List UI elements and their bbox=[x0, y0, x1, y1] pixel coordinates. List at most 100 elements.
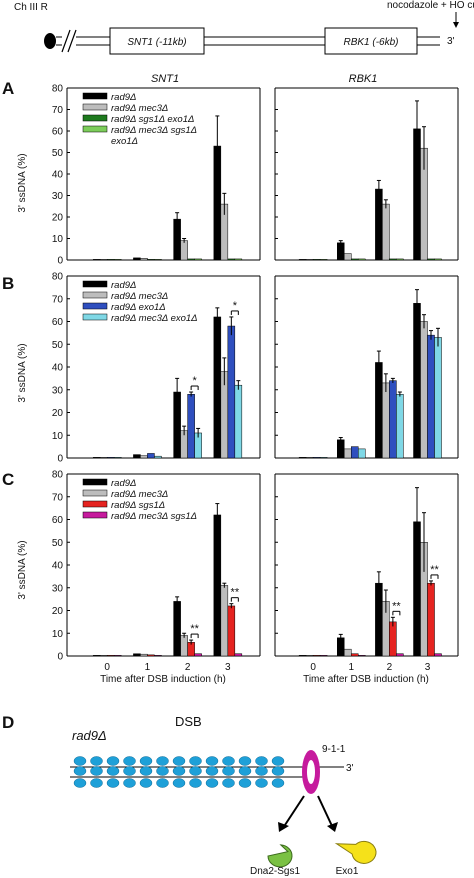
bar bbox=[298, 655, 307, 657]
nucleosome-bead bbox=[238, 778, 252, 788]
legend-swatch bbox=[82, 511, 108, 519]
bar bbox=[133, 653, 141, 657]
panel-letter-a: A bbox=[2, 79, 14, 98]
y-axis-label-b: 3' ssDNA (%) bbox=[17, 343, 28, 402]
bar bbox=[194, 258, 202, 261]
bar bbox=[319, 259, 328, 261]
bar bbox=[194, 653, 202, 657]
gene-label-snt1: SNT1 (-11kb) bbox=[127, 37, 186, 48]
treatment-arrowhead bbox=[453, 22, 459, 28]
bar bbox=[106, 457, 115, 459]
legend-swatch bbox=[82, 280, 108, 288]
nucleosome-array bbox=[73, 756, 285, 788]
chart-a-rbk1 bbox=[274, 87, 459, 261]
bar bbox=[298, 457, 307, 459]
bar bbox=[227, 325, 236, 459]
bar bbox=[351, 653, 359, 657]
locus-schematic: Ch III R nocodazole + HO cut SNT1 (-11kb… bbox=[14, 0, 474, 55]
significance-label: * bbox=[192, 375, 197, 387]
nucleosome-bead bbox=[205, 778, 219, 788]
legend-label: rad9Δ mec3Δ bbox=[111, 291, 168, 302]
bar bbox=[106, 655, 115, 657]
bar bbox=[337, 242, 345, 261]
bar bbox=[337, 439, 345, 459]
significance-label: ** bbox=[392, 600, 401, 612]
y-tick-label: 50 bbox=[52, 148, 64, 159]
nucleosome-bead bbox=[123, 778, 136, 788]
significance-label: * bbox=[233, 300, 238, 312]
legend-label: rad9Δ mec3Δ bbox=[111, 489, 168, 500]
chromosome-label: Ch III R bbox=[14, 2, 48, 13]
x-tick-label: 2 bbox=[185, 662, 191, 673]
y-tick-label: 80 bbox=[52, 84, 64, 95]
bar bbox=[180, 240, 188, 261]
bar bbox=[234, 258, 243, 261]
nucleosome-bead bbox=[271, 756, 285, 766]
chart-c-rbk1: 0 1 2 3 ** ** bbox=[274, 473, 459, 673]
y-tick-label: 0 bbox=[57, 652, 63, 663]
dna2-sgs1-label: Dna2-Sgs1 bbox=[250, 866, 300, 877]
bar bbox=[427, 582, 435, 657]
legend-label: rad9Δ exo1Δ bbox=[111, 302, 166, 313]
nucleosome-bead bbox=[123, 756, 136, 766]
bar bbox=[234, 384, 243, 459]
y-tick-label: 50 bbox=[52, 340, 64, 351]
gene-box-rbk1 bbox=[324, 27, 418, 55]
gene-box-snt1 bbox=[109, 27, 205, 55]
ssdna-end-label: 3' bbox=[346, 763, 354, 774]
bar bbox=[140, 455, 148, 459]
nucleosome-bead bbox=[205, 766, 219, 776]
bar bbox=[92, 259, 101, 261]
panel-letter-d: D bbox=[2, 713, 14, 732]
nucleosome-bead bbox=[255, 756, 268, 766]
dsb-label: DSB bbox=[175, 714, 202, 729]
nucleosome-bead bbox=[238, 766, 252, 776]
y-tick-label: 30 bbox=[52, 191, 64, 202]
legend-label: rad9Δ mec3Δ exo1Δ bbox=[111, 313, 198, 324]
nucleosome-bead bbox=[172, 766, 186, 776]
nucleosome-bead bbox=[238, 756, 252, 766]
nucleosome-bead bbox=[90, 778, 103, 788]
exo1-icon bbox=[334, 840, 377, 864]
bar bbox=[173, 601, 181, 657]
bar bbox=[319, 457, 328, 459]
bar bbox=[396, 653, 404, 657]
bar bbox=[434, 337, 442, 459]
bar bbox=[344, 253, 352, 261]
nucleosome-bead bbox=[106, 778, 120, 788]
break-slash-2 bbox=[67, 29, 77, 53]
nucleosome-bead bbox=[139, 766, 153, 776]
bar bbox=[187, 394, 195, 459]
bar bbox=[305, 259, 314, 261]
bar bbox=[389, 621, 397, 657]
bar bbox=[113, 457, 122, 459]
y-tick-label: 10 bbox=[52, 234, 64, 245]
bar bbox=[358, 655, 366, 657]
bar bbox=[147, 259, 155, 261]
bar bbox=[140, 258, 148, 261]
strain-label: rad9Δ bbox=[72, 728, 107, 743]
treatment-label: nocodazole + HO cut bbox=[387, 0, 474, 11]
bar bbox=[227, 605, 236, 657]
nucleosome-bead bbox=[189, 756, 202, 766]
x-axis-label-left: Time after DSB induction (h) bbox=[100, 674, 226, 685]
significance-label: ** bbox=[190, 623, 199, 635]
legend-label: rad9Δ sgs1Δ exo1Δ bbox=[111, 114, 194, 125]
bar bbox=[99, 259, 108, 261]
bar bbox=[298, 259, 307, 261]
significance-label: ** bbox=[430, 564, 439, 576]
nucleosome-bead bbox=[156, 778, 169, 788]
bar bbox=[180, 635, 188, 657]
bar bbox=[220, 585, 229, 657]
legend-swatch bbox=[82, 478, 108, 486]
bar bbox=[305, 457, 314, 459]
nucleosome-bead bbox=[271, 766, 285, 776]
bar bbox=[154, 655, 162, 657]
break-gap bbox=[62, 30, 76, 52]
nucleosome-bead bbox=[172, 756, 186, 766]
y-tick-label: 50 bbox=[52, 538, 64, 549]
legend-swatch bbox=[82, 313, 108, 321]
bar bbox=[234, 653, 243, 657]
